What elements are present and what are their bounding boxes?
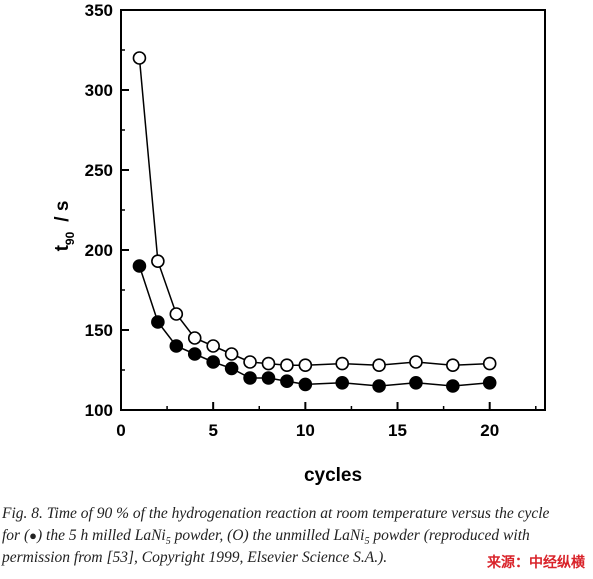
y-tick-label: 300 — [85, 81, 113, 100]
caption-line-1: Fig. 8. Time of 90 % of the hydrogenatio… — [2, 505, 550, 522]
data-point — [482, 356, 497, 371]
data-point — [409, 355, 423, 369]
data-point — [169, 339, 184, 353]
x-tick-label: 15 — [388, 421, 407, 440]
data-point — [224, 361, 239, 376]
data-point — [335, 356, 350, 371]
x-tick-label: 0 — [116, 421, 125, 440]
data-point — [169, 307, 184, 321]
caption-line-2: for (●) the 5 h milled LaNi5 powder, (O)… — [2, 527, 530, 548]
source-label: 来源：中经纵横 — [487, 555, 585, 571]
x-tick-label: 10 — [296, 421, 315, 440]
data-point — [280, 358, 294, 373]
data-point — [335, 375, 350, 390]
y-axis-title-unit: / s — [52, 201, 73, 222]
data-point — [187, 331, 202, 345]
data-point — [206, 339, 220, 353]
data-point — [409, 375, 423, 390]
filled-circle-symbol: ● — [29, 528, 37, 543]
data-point — [224, 347, 239, 361]
data-point — [280, 374, 294, 389]
data-point — [298, 377, 313, 392]
series-line — [138, 265, 490, 387]
x-tick-label: 20 — [480, 421, 499, 440]
x-axis-title: cycles — [304, 465, 362, 486]
data-point — [372, 358, 386, 373]
data-point — [298, 358, 313, 373]
data-point — [132, 51, 147, 65]
data-point — [261, 356, 276, 371]
series-layer — [132, 51, 497, 393]
figure-caption: Fig. 8. Time of 90 % of the hydrogenatio… — [2, 503, 593, 569]
data-point — [482, 375, 497, 390]
y-tick-label: 350 — [85, 1, 113, 20]
data-point — [132, 259, 147, 273]
data-point — [261, 371, 276, 385]
caption-line-3: permission from [53], Copyright 1999, El… — [2, 549, 388, 566]
series-line — [138, 57, 490, 366]
data-point — [187, 347, 202, 361]
y-tick-label: 150 — [85, 321, 113, 340]
data-point — [151, 254, 165, 269]
data-point — [446, 379, 460, 393]
series-open-circle — [132, 51, 497, 373]
y-tick-label: 200 — [85, 241, 113, 260]
data-point — [151, 315, 165, 329]
y-axis-title: t90 / s — [52, 201, 77, 252]
y-tick-label: 250 — [85, 161, 113, 180]
chart: 0 5 10 15 20 100 150 200 250 300 350 cycles t90 / … — [52, 1, 546, 486]
y-axis-title-main: t — [52, 244, 73, 251]
x-tick-label: 5 — [208, 421, 217, 440]
data-point — [243, 371, 257, 385]
data-point — [206, 355, 220, 369]
data-point — [372, 379, 386, 393]
y-tick-label: 100 — [85, 401, 113, 420]
data-point — [446, 358, 460, 373]
x-axis: 0 5 10 15 20 — [116, 402, 537, 440]
y-axis-title-subscript: 90 — [63, 231, 77, 245]
data-point — [243, 355, 257, 369]
series-filled-circle — [132, 259, 497, 393]
y-axis: 100 150 200 250 300 350 — [85, 1, 129, 420]
